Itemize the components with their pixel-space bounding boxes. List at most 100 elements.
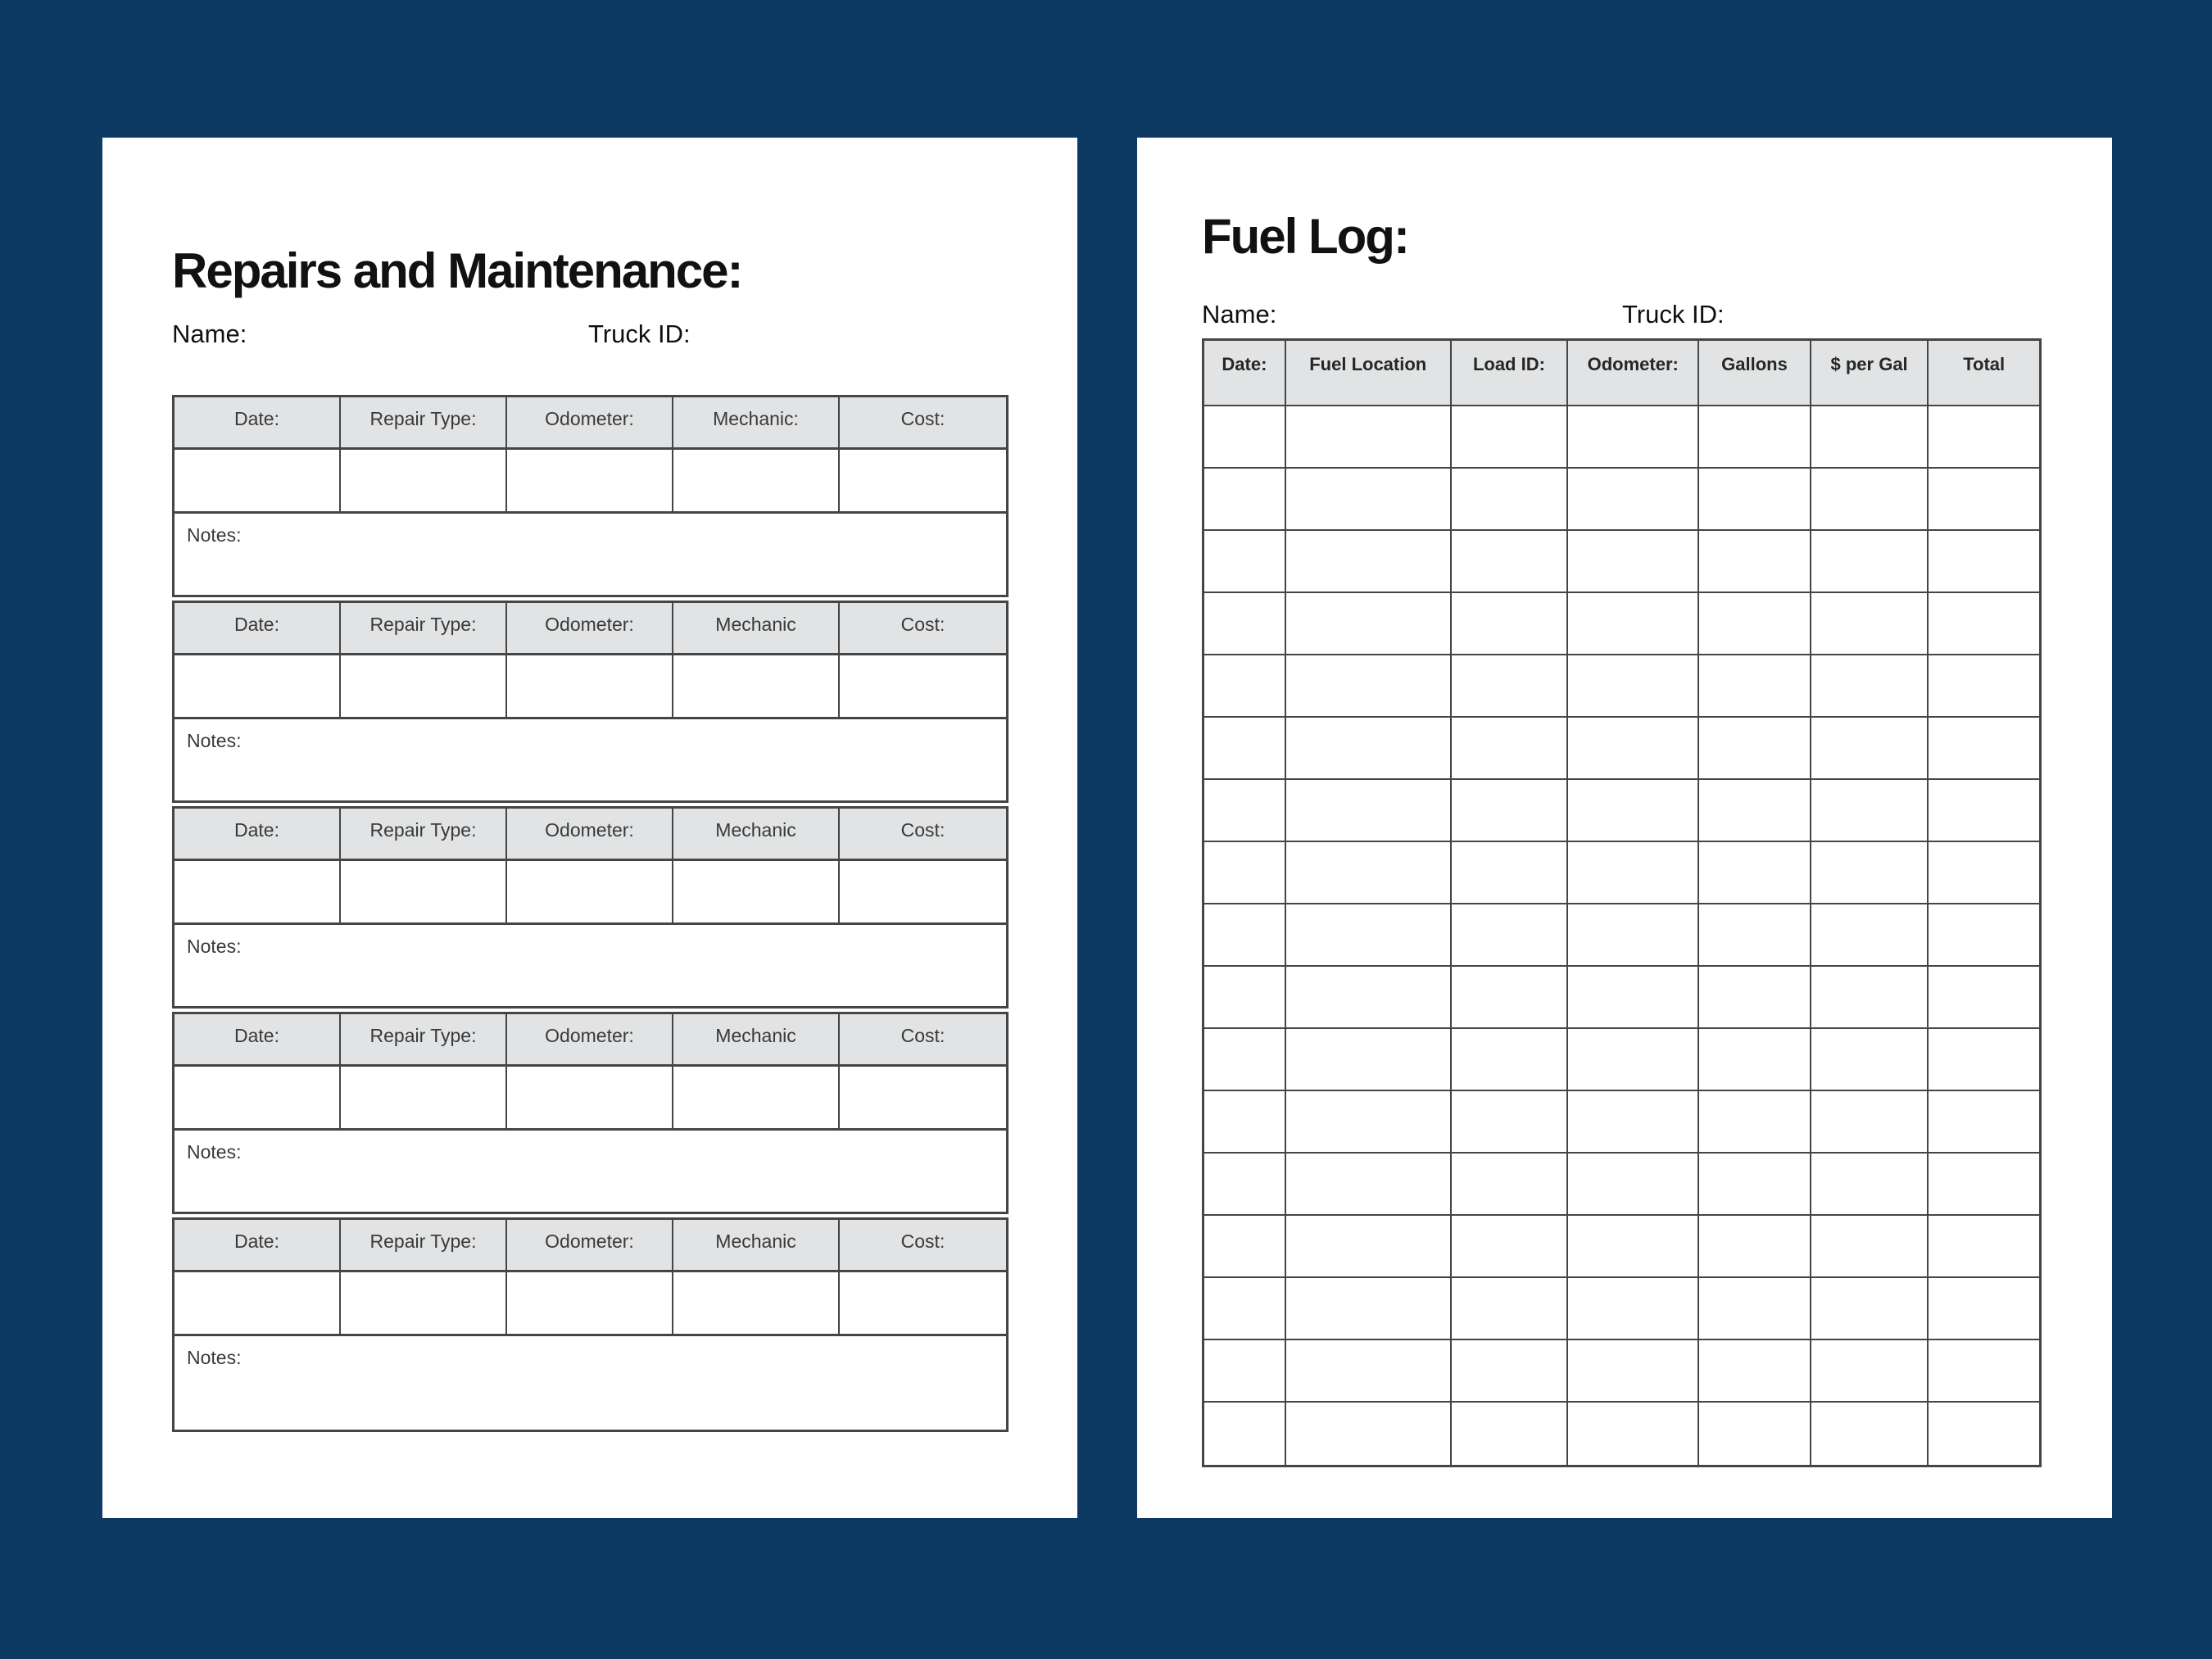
date-input-cell[interactable] <box>1204 780 1286 841</box>
notes-cell[interactable]: Notes: <box>175 1131 1006 1212</box>
odometer-input-cell[interactable] <box>1568 780 1700 841</box>
date-input-cell[interactable] <box>1204 904 1286 965</box>
price-per-gal-input-cell[interactable] <box>1811 1403 1929 1465</box>
fuel-location-input-cell[interactable] <box>1285 842 1452 903</box>
total-input-cell[interactable] <box>1929 842 2039 903</box>
odometer-input-cell[interactable] <box>1568 967 1700 1027</box>
odometer-input-cell[interactable] <box>1568 1340 1700 1401</box>
repair-type-input-cell[interactable] <box>341 655 507 717</box>
load-id-input-cell[interactable] <box>1451 1091 1569 1152</box>
total-input-cell[interactable] <box>1929 406 2039 467</box>
total-input-cell[interactable] <box>1929 718 2039 778</box>
odometer-input-cell[interactable] <box>507 450 673 511</box>
odometer-input-cell[interactable] <box>1568 593 1700 654</box>
date-input-cell[interactable] <box>1204 967 1286 1027</box>
load-id-input-cell[interactable] <box>1451 967 1569 1027</box>
load-id-input-cell[interactable] <box>1451 593 1569 654</box>
load-id-input-cell[interactable] <box>1451 1278 1569 1339</box>
fuel-location-input-cell[interactable] <box>1285 1278 1452 1339</box>
notes-cell[interactable]: Notes: <box>175 719 1006 800</box>
load-id-input-cell[interactable] <box>1451 531 1569 592</box>
date-input-cell[interactable] <box>1204 718 1286 778</box>
repair-type-input-cell[interactable] <box>341 1067 507 1128</box>
price-per-gal-input-cell[interactable] <box>1811 593 1929 654</box>
gallons-input-cell[interactable] <box>1699 1091 1811 1152</box>
price-per-gal-input-cell[interactable] <box>1811 1278 1929 1339</box>
odometer-input-cell[interactable] <box>1568 469 1700 529</box>
date-input-cell[interactable] <box>1204 1091 1286 1152</box>
date-input-cell[interactable] <box>1204 842 1286 903</box>
gallons-input-cell[interactable] <box>1699 1403 1811 1465</box>
gallons-input-cell[interactable] <box>1699 1154 1811 1214</box>
fuel-location-input-cell[interactable] <box>1285 531 1452 592</box>
odometer-input-cell[interactable] <box>507 1272 673 1334</box>
fuel-location-input-cell[interactable] <box>1285 718 1452 778</box>
price-per-gal-input-cell[interactable] <box>1811 406 1929 467</box>
gallons-input-cell[interactable] <box>1699 1278 1811 1339</box>
price-per-gal-input-cell[interactable] <box>1811 1154 1929 1214</box>
odometer-input-cell[interactable] <box>1568 1403 1700 1465</box>
date-input-cell[interactable] <box>1204 1216 1286 1276</box>
date-input-cell[interactable] <box>1204 406 1286 467</box>
total-input-cell[interactable] <box>1929 531 2039 592</box>
total-input-cell[interactable] <box>1929 1216 2039 1276</box>
mechanic-input-cell[interactable] <box>673 1067 840 1128</box>
gallons-input-cell[interactable] <box>1699 1340 1811 1401</box>
gallons-input-cell[interactable] <box>1699 967 1811 1027</box>
fuel-location-input-cell[interactable] <box>1285 780 1452 841</box>
fuel-location-input-cell[interactable] <box>1285 904 1452 965</box>
odometer-input-cell[interactable] <box>1568 1216 1700 1276</box>
date-input-cell[interactable] <box>1204 1029 1286 1090</box>
load-id-input-cell[interactable] <box>1451 1340 1569 1401</box>
mechanic-input-cell[interactable] <box>673 450 840 511</box>
price-per-gal-input-cell[interactable] <box>1811 967 1929 1027</box>
date-input-cell[interactable] <box>1204 469 1286 529</box>
load-id-input-cell[interactable] <box>1451 1216 1569 1276</box>
odometer-input-cell[interactable] <box>1568 655 1700 716</box>
repair-type-input-cell[interactable] <box>341 861 507 922</box>
fuel-location-input-cell[interactable] <box>1285 1091 1452 1152</box>
fuel-location-input-cell[interactable] <box>1285 469 1452 529</box>
total-input-cell[interactable] <box>1929 967 2039 1027</box>
cost-input-cell[interactable] <box>840 450 1006 511</box>
fuel-location-input-cell[interactable] <box>1285 1154 1452 1214</box>
price-per-gal-input-cell[interactable] <box>1811 1029 1929 1090</box>
cost-input-cell[interactable] <box>840 1067 1006 1128</box>
gallons-input-cell[interactable] <box>1699 1029 1811 1090</box>
total-input-cell[interactable] <box>1929 1154 2039 1214</box>
date-input-cell[interactable] <box>1204 655 1286 716</box>
fuel-location-input-cell[interactable] <box>1285 1403 1452 1465</box>
total-input-cell[interactable] <box>1929 469 2039 529</box>
price-per-gal-input-cell[interactable] <box>1811 655 1929 716</box>
gallons-input-cell[interactable] <box>1699 655 1811 716</box>
load-id-input-cell[interactable] <box>1451 842 1569 903</box>
date-input-cell[interactable] <box>175 655 341 717</box>
total-input-cell[interactable] <box>1929 780 2039 841</box>
odometer-input-cell[interactable] <box>1568 904 1700 965</box>
odometer-input-cell[interactable] <box>507 655 673 717</box>
price-per-gal-input-cell[interactable] <box>1811 1340 1929 1401</box>
load-id-input-cell[interactable] <box>1451 406 1569 467</box>
fuel-location-input-cell[interactable] <box>1285 655 1452 716</box>
price-per-gal-input-cell[interactable] <box>1811 1216 1929 1276</box>
repair-type-input-cell[interactable] <box>341 1272 507 1334</box>
odometer-input-cell[interactable] <box>1568 1278 1700 1339</box>
date-input-cell[interactable] <box>175 1272 341 1334</box>
date-input-cell[interactable] <box>1204 1278 1286 1339</box>
odometer-input-cell[interactable] <box>1568 1029 1700 1090</box>
load-id-input-cell[interactable] <box>1451 780 1569 841</box>
gallons-input-cell[interactable] <box>1699 593 1811 654</box>
date-input-cell[interactable] <box>1204 1403 1286 1465</box>
price-per-gal-input-cell[interactable] <box>1811 718 1929 778</box>
date-input-cell[interactable] <box>1204 1340 1286 1401</box>
notes-cell[interactable]: Notes: <box>175 925 1006 1006</box>
notes-cell[interactable]: Notes: <box>175 514 1006 595</box>
fuel-location-input-cell[interactable] <box>1285 406 1452 467</box>
date-input-cell[interactable] <box>1204 593 1286 654</box>
gallons-input-cell[interactable] <box>1699 531 1811 592</box>
gallons-input-cell[interactable] <box>1699 718 1811 778</box>
notes-cell[interactable]: Notes: <box>175 1336 1006 1430</box>
total-input-cell[interactable] <box>1929 1091 2039 1152</box>
mechanic-input-cell[interactable] <box>673 655 840 717</box>
total-input-cell[interactable] <box>1929 655 2039 716</box>
